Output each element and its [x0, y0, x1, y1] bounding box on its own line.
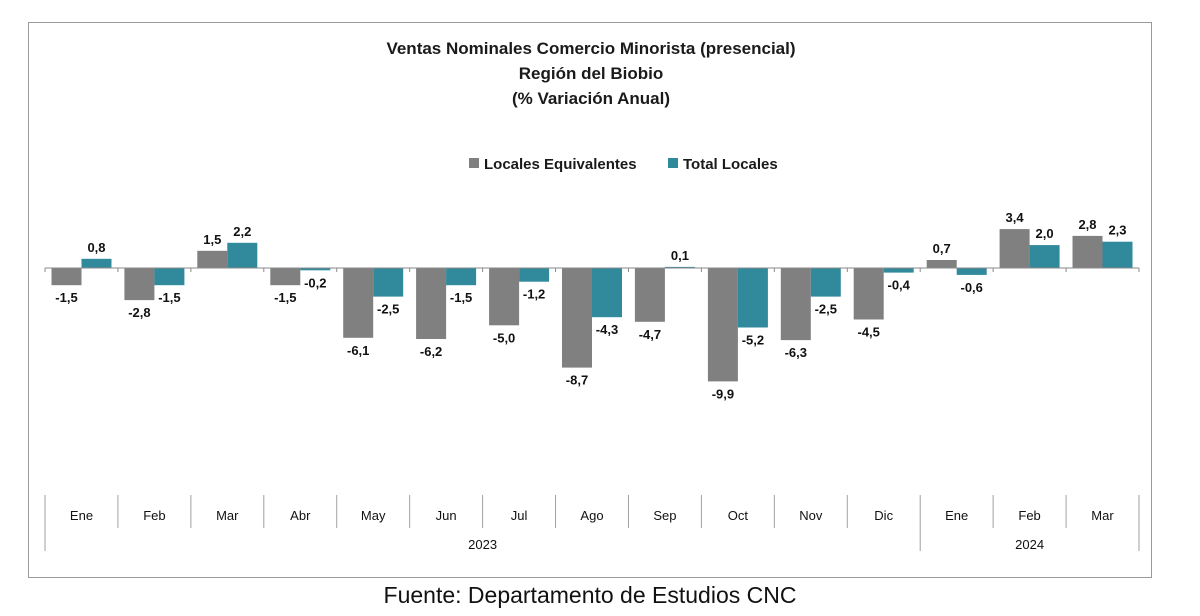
bar-total-locales-9 — [737, 268, 768, 328]
year-label-2024: 2024 — [1015, 537, 1044, 552]
chart-title-line-3: (% Variación Anual) — [512, 89, 670, 108]
legend-label-locales-equivalentes: Locales Equivalentes — [484, 156, 637, 173]
bar-locales-equivalentes-1 — [124, 268, 155, 301]
month-label-10: Nov — [799, 508, 823, 523]
value-label-total-locales-5: -1,5 — [450, 290, 472, 305]
legend-swatch-locales-equivalentes — [469, 158, 479, 168]
bar-locales-equivalentes-11 — [853, 268, 884, 320]
bar-locales-equivalentes-13 — [999, 229, 1030, 268]
bar-locales-equivalentes-10 — [780, 268, 811, 341]
bars-layer — [51, 229, 1133, 382]
month-label-2: Mar — [216, 508, 239, 523]
bar-locales-equivalentes-6 — [489, 268, 520, 326]
value-label-locales-equivalentes-14: 2,8 — [1078, 217, 1096, 232]
bar-locales-equivalentes-7 — [562, 268, 592, 368]
legend: Locales Equivalentes Total Locales — [469, 156, 778, 173]
month-label-5: Jun — [436, 508, 457, 523]
bar-locales-equivalentes-3 — [270, 268, 301, 286]
bar-total-locales-7 — [592, 268, 622, 318]
value-label-total-locales-1: -1,5 — [158, 290, 180, 305]
bar-total-locales-12 — [956, 268, 987, 275]
bar-locales-equivalentes-5 — [416, 268, 447, 339]
bar-total-locales-0 — [81, 258, 112, 268]
bar-locales-equivalentes-4 — [343, 268, 374, 338]
bar-total-locales-11 — [883, 268, 914, 273]
value-label-total-locales-12: -0,6 — [960, 280, 982, 295]
value-labels-layer: -1,5 -2,8 1,5 -1,5 -6,1 -6,2 -5,0 -8,7 -4,7 -9,9 -… — [55, 210, 1126, 401]
chart-frame: Ventas Nominales Comercio Minorista (pre… — [28, 22, 1152, 578]
value-label-locales-equivalentes-7: -8,7 — [566, 373, 588, 388]
bar-total-locales-13 — [1029, 245, 1060, 268]
chart-title-line-2: Región del Biobio — [519, 64, 664, 83]
month-label-6: Jul — [511, 508, 528, 523]
chart-title: Ventas Nominales Comercio Minorista (pre… — [386, 39, 795, 108]
value-label-locales-equivalentes-1: -2,8 — [128, 305, 150, 320]
month-label-4: May — [361, 508, 386, 523]
value-label-locales-equivalentes-13: 3,4 — [1006, 210, 1025, 225]
bar-total-locales-2 — [227, 242, 258, 268]
value-label-locales-equivalentes-0: -1,5 — [55, 290, 77, 305]
value-label-total-locales-13: 2,0 — [1036, 226, 1054, 241]
bar-total-locales-10 — [810, 268, 841, 297]
bar-locales-equivalentes-14 — [1072, 235, 1103, 268]
bar-locales-equivalentes-0 — [51, 268, 82, 286]
source-note: Fuente: Departamento de Estudios CNC — [383, 582, 797, 608]
chart-title-line-1: Ventas Nominales Comercio Minorista (pre… — [386, 39, 795, 58]
value-label-locales-equivalentes-5: -6,2 — [420, 344, 442, 359]
value-label-total-locales-6: -1,2 — [523, 287, 545, 302]
month-label-0: Ene — [70, 508, 93, 523]
value-label-locales-equivalentes-4: -6,1 — [347, 343, 369, 358]
bar-total-locales-6 — [519, 268, 550, 282]
value-label-total-locales-14: 2,3 — [1108, 223, 1126, 238]
month-label-12: Ene — [945, 508, 968, 523]
legend-label-total-locales: Total Locales — [683, 156, 778, 173]
bar-total-locales-14 — [1102, 241, 1133, 268]
value-label-total-locales-0: 0,8 — [87, 240, 105, 255]
bar-total-locales-8 — [664, 266, 695, 269]
value-label-total-locales-3: -0,2 — [304, 275, 326, 290]
bar-locales-equivalentes-12 — [926, 260, 957, 268]
month-label-1: Feb — [143, 508, 165, 523]
value-label-locales-equivalentes-2: 1,5 — [203, 232, 221, 247]
bar-total-locales-4 — [373, 268, 404, 297]
month-label-3: Abr — [290, 508, 311, 523]
bar-total-locales-3 — [300, 268, 331, 271]
value-label-total-locales-11: -0,4 — [887, 278, 910, 293]
month-label-8: Sep — [653, 508, 676, 523]
value-label-locales-equivalentes-11: -4,5 — [857, 325, 879, 340]
value-label-total-locales-2: 2,2 — [233, 224, 251, 239]
value-label-locales-equivalentes-10: -6,3 — [785, 345, 807, 360]
value-label-total-locales-8: 0,1 — [671, 248, 689, 263]
month-label-11: Dic — [874, 508, 893, 523]
bar-locales-equivalentes-2 — [197, 250, 228, 268]
value-label-locales-equivalentes-9: -9,9 — [712, 386, 734, 401]
axis-layer: Ene Feb Mar Abr May Jun Jul Ago Sep Oct Nov Dic Ene F… — [44, 267, 1140, 552]
value-label-locales-equivalentes-3: -1,5 — [274, 290, 296, 305]
bar-locales-equivalentes-8 — [634, 268, 665, 322]
value-label-locales-equivalentes-8: -4,7 — [639, 327, 661, 342]
value-label-total-locales-4: -2,5 — [377, 302, 399, 317]
bar-locales-equivalentes-9 — [707, 268, 738, 382]
bar-total-locales-5 — [446, 268, 477, 286]
month-label-7: Ago — [580, 508, 603, 523]
value-label-total-locales-10: -2,5 — [815, 302, 837, 317]
legend-swatch-total-locales — [668, 158, 678, 168]
value-label-total-locales-7: -4,3 — [596, 322, 618, 337]
value-label-total-locales-9: -5,2 — [742, 333, 764, 348]
month-label-14: Mar — [1091, 508, 1114, 523]
month-label-13: Feb — [1018, 508, 1040, 523]
value-label-locales-equivalentes-6: -5,0 — [493, 330, 515, 345]
value-label-locales-equivalentes-12: 0,7 — [933, 241, 951, 256]
bar-total-locales-1 — [154, 268, 185, 286]
year-label-2023: 2023 — [468, 537, 497, 552]
month-label-9: Oct — [728, 508, 749, 523]
chart-svg: Ventas Nominales Comercio Minorista (pre… — [44, 39, 1140, 552]
